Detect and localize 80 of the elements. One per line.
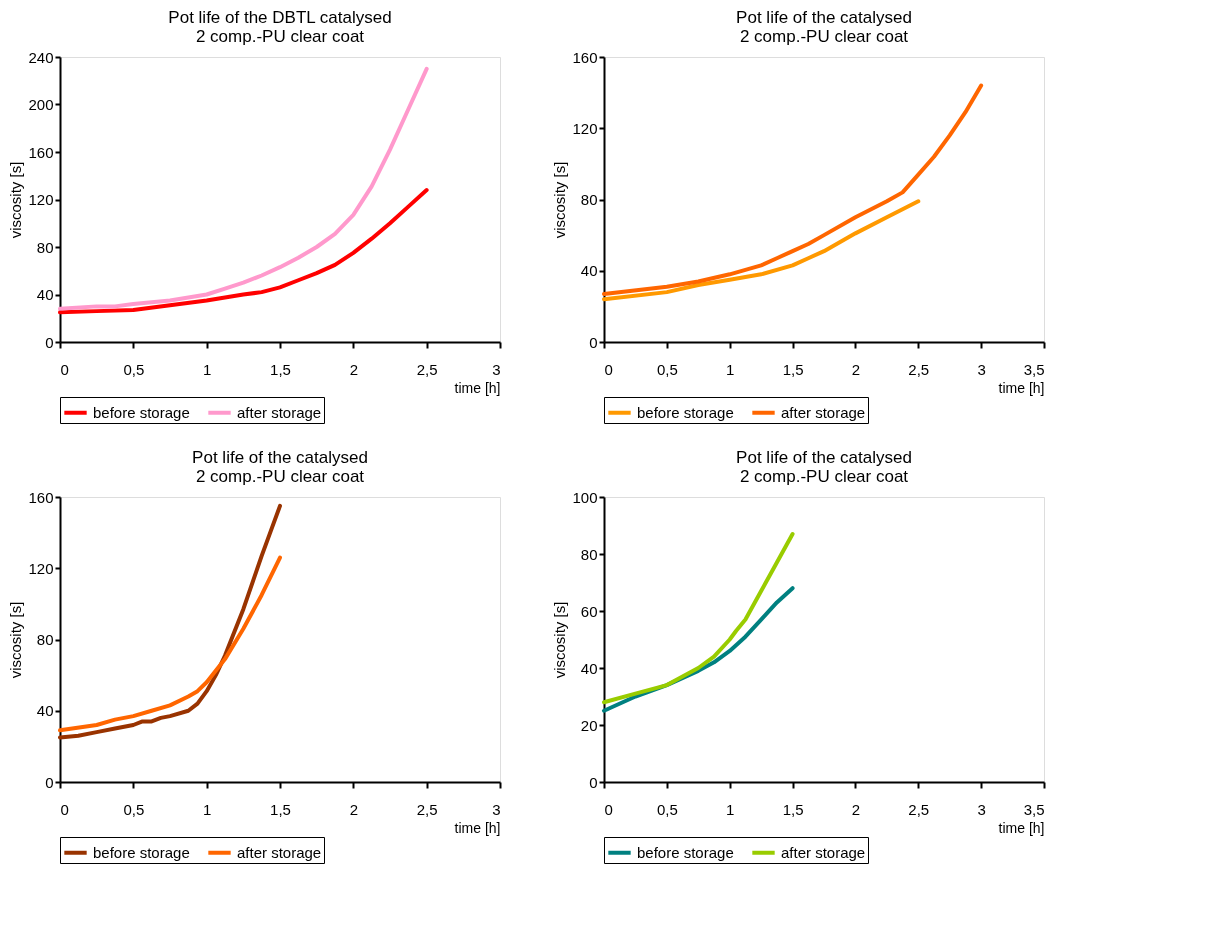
line-series — [602, 199, 921, 302]
y-tick-label: 80 — [36, 238, 54, 256]
x-axis-title: time [h] — [998, 379, 1045, 396]
x-tick-label: 3,5 — [1023, 800, 1045, 818]
y-tick-label: 80 — [580, 191, 598, 208]
x-tick-label: 2,5 — [908, 800, 930, 818]
y-tick-label: 120 — [28, 559, 54, 577]
x-tick-label: 1,5 — [782, 800, 804, 818]
x-tick-label: 3 — [492, 360, 501, 378]
legend-label: after storage — [781, 843, 866, 861]
y-tick-label: 0 — [45, 333, 54, 351]
x-tick-label: 0,5 — [656, 800, 678, 818]
y-axis-title: viscosity [s] — [7, 601, 25, 679]
line-series — [602, 532, 795, 705]
line-series — [58, 66, 429, 311]
y-tick-label: 40 — [580, 262, 598, 280]
x-tick-label: 3,5 — [1023, 360, 1045, 378]
x-tick-label: 3 — [492, 800, 501, 818]
y-tick-label: 120 — [28, 191, 54, 208]
y-tick-label: 0 — [45, 773, 54, 791]
y-tick-label: 80 — [36, 631, 54, 648]
x-axis-title: time [h] — [998, 819, 1045, 836]
y-tick-label: 40 — [580, 659, 598, 677]
x-tick-label: 1,5 — [270, 360, 291, 378]
line-series — [58, 555, 282, 733]
x-tick-label: 0 — [60, 800, 69, 818]
legend-label: before storage — [637, 843, 734, 861]
x-tick-label: 2,5 — [416, 360, 438, 378]
x-tick-label: 1 — [726, 360, 735, 378]
chart-title: Pot life of the catalysed 2 comp.-PU clear coat — [192, 448, 368, 486]
x-tick-label: 3 — [977, 360, 986, 378]
x-tick-label: 2 — [349, 360, 359, 378]
y-tick-label: 100 — [572, 488, 598, 506]
x-tick-label: 1 — [202, 800, 212, 818]
line-series — [58, 503, 282, 740]
chart-title: Pot life of the catalysed 2 comp.-PU clear coat — [736, 448, 912, 486]
x-tick-label: 1 — [726, 800, 735, 818]
x-tick-label: 0,5 — [123, 800, 145, 818]
legend-label: after storage — [781, 403, 866, 421]
y-tick-label: 0 — [589, 333, 598, 351]
x-axis-title: time [h] — [454, 819, 501, 836]
x-tick-label: 2 — [851, 800, 861, 818]
y-tick-label: 160 — [28, 488, 54, 506]
y-tick-label: 40 — [36, 286, 54, 303]
x-tick-label: 0,5 — [123, 360, 145, 378]
y-tick-label: 240 — [28, 48, 54, 66]
x-tick-label: 1 — [202, 360, 212, 378]
x-tick-label: 1,5 — [782, 360, 804, 378]
legend-label: before storage — [93, 403, 190, 421]
x-tick-label: 2,5 — [416, 800, 438, 818]
legend-label: after storage — [237, 843, 322, 861]
x-tick-label: 3 — [977, 800, 986, 818]
line-series — [58, 188, 429, 315]
x-tick-label: 2,5 — [908, 360, 930, 378]
x-tick-label: 0 — [604, 800, 613, 818]
line-series — [602, 83, 984, 296]
x-tick-label: 1,5 — [270, 800, 291, 818]
legend-label: before storage — [637, 403, 734, 421]
y-tick-label: 120 — [572, 119, 598, 137]
legend-label: after storage — [237, 403, 322, 421]
y-tick-label: 0 — [589, 773, 598, 791]
y-tick-label: 40 — [36, 702, 54, 720]
x-axis-title: time [h] — [454, 379, 501, 396]
y-axis-title: viscosity [s] — [551, 601, 569, 679]
y-tick-label: 20 — [580, 716, 598, 734]
x-tick-label: 0 — [604, 360, 613, 378]
x-tick-label: 0 — [60, 360, 69, 378]
x-tick-label: 0,5 — [656, 360, 678, 378]
chart-title: Pot life of the DBTL catalysed 2 comp.-PU clear coat — [168, 8, 392, 46]
y-tick-label: 160 — [28, 143, 54, 161]
chart-title: Pot life of the catalysed 2 comp.-PU clear coat — [736, 8, 912, 46]
y-axis-title: viscosity [s] — [7, 161, 25, 239]
legend-label: before storage — [93, 843, 190, 861]
y-tick-label: 80 — [580, 545, 598, 563]
y-tick-label: 160 — [572, 48, 598, 66]
x-tick-label: 2 — [349, 800, 359, 818]
y-axis-title: viscosity [s] — [551, 161, 569, 239]
y-tick-label: 60 — [580, 602, 598, 620]
y-tick-label: 200 — [28, 96, 54, 113]
x-tick-label: 2 — [851, 360, 861, 378]
